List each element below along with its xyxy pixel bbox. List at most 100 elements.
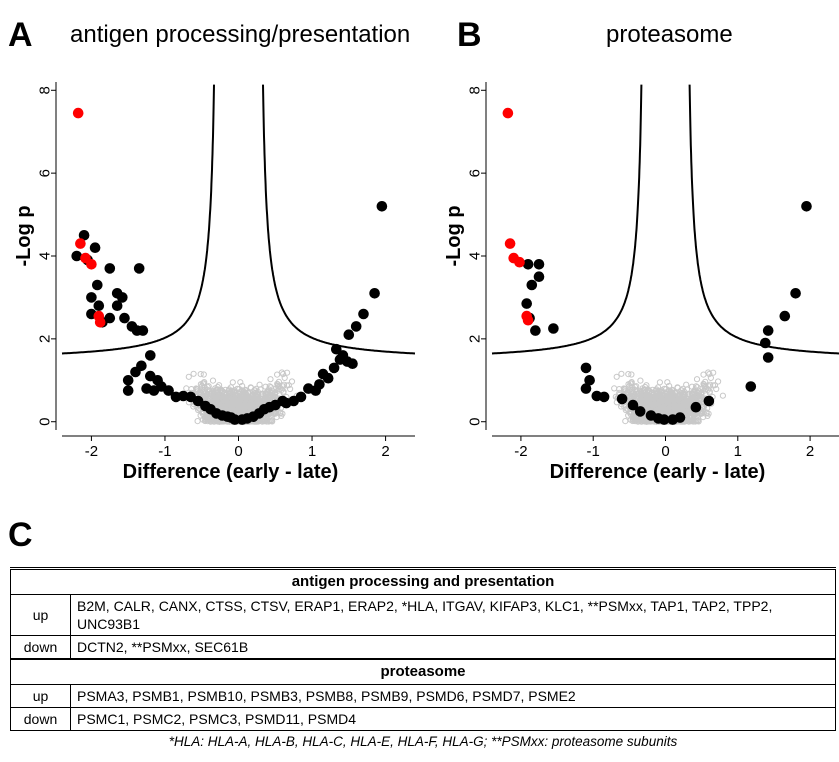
curve-right xyxy=(262,84,416,355)
background-point xyxy=(647,397,654,404)
panel-title-b: proteasome xyxy=(606,21,733,48)
background-point xyxy=(663,389,670,396)
black-point xyxy=(779,310,791,322)
background-point xyxy=(631,393,638,400)
curve-left xyxy=(491,84,643,355)
background-point xyxy=(183,385,190,392)
red-point xyxy=(72,107,84,119)
background-point xyxy=(242,386,249,393)
background-point xyxy=(626,393,633,400)
background-point xyxy=(692,395,699,402)
black-point xyxy=(760,337,771,349)
y-axis-label: -Log p xyxy=(13,205,35,266)
red-point xyxy=(514,256,525,268)
background-point xyxy=(671,397,678,404)
y-tick-label: 4 xyxy=(467,252,484,260)
x-tick-label: -1 xyxy=(158,443,171,460)
panel-letter-a: A xyxy=(8,16,33,54)
background-point xyxy=(678,387,685,394)
background-point xyxy=(658,407,665,414)
black-point xyxy=(145,370,156,382)
background-point xyxy=(276,385,283,393)
background-point xyxy=(231,407,238,414)
red-points xyxy=(502,107,534,326)
x-axis-label: Difference (early - late) xyxy=(550,461,766,483)
background-point xyxy=(626,383,633,390)
x-tick-label: 1 xyxy=(734,443,742,460)
black-point xyxy=(71,250,82,262)
background-point xyxy=(209,377,217,384)
gene-table-grid: antigen processing and presentation up B… xyxy=(10,570,836,731)
background-point xyxy=(685,390,692,397)
gene-table: antigen processing and presentation up B… xyxy=(10,567,836,749)
black-point xyxy=(645,410,657,421)
background-point xyxy=(627,380,634,387)
x-tick-label: 1 xyxy=(308,443,316,460)
background-point xyxy=(700,371,707,378)
background-point xyxy=(655,392,662,399)
curve-left xyxy=(61,84,215,355)
background-point xyxy=(655,402,662,409)
direction-label: up xyxy=(10,594,71,636)
black-point xyxy=(591,390,603,402)
x-tick-label: 0 xyxy=(661,443,669,460)
background-point xyxy=(197,371,204,378)
background-point xyxy=(288,378,296,385)
background-point xyxy=(643,382,650,389)
black-point xyxy=(703,395,715,407)
volcano-plot-b: -2 -1 0 1 2 0 2 4 6 8 Difference (early - late) -Lo… xyxy=(443,82,839,483)
background-point xyxy=(707,374,714,381)
background-point xyxy=(706,389,713,396)
background-point xyxy=(228,402,235,409)
background-point xyxy=(280,371,287,378)
section-heading: proteasome xyxy=(10,658,836,685)
black-point xyxy=(93,300,105,311)
background-point xyxy=(251,387,258,394)
background-point xyxy=(284,369,291,376)
black-point xyxy=(92,279,103,291)
black-point xyxy=(236,414,248,425)
background-point xyxy=(205,413,212,420)
black-point xyxy=(111,300,123,311)
direction-label: down xyxy=(10,635,71,660)
background-point xyxy=(251,404,258,411)
black-point xyxy=(690,401,702,413)
panel-letter-c: C xyxy=(8,516,33,554)
black-point xyxy=(745,381,757,392)
black-point xyxy=(533,271,545,282)
black-point xyxy=(119,312,130,324)
background-point xyxy=(683,400,690,407)
background-point xyxy=(702,385,709,393)
red-point xyxy=(94,317,106,328)
black-point xyxy=(141,383,152,394)
background-point xyxy=(706,371,713,378)
background-point xyxy=(190,403,197,410)
y-tick-label: 2 xyxy=(37,335,54,343)
background-point xyxy=(274,371,281,378)
black-point xyxy=(580,383,592,394)
black-point xyxy=(86,292,97,303)
background-point xyxy=(622,418,629,425)
significance-curve xyxy=(61,84,416,355)
background-point xyxy=(266,395,273,402)
background-point xyxy=(693,383,700,390)
black-point xyxy=(328,362,340,374)
black-point xyxy=(78,230,90,241)
background-point xyxy=(632,418,639,425)
background-point xyxy=(699,408,706,415)
background-point xyxy=(229,379,236,386)
black-point xyxy=(350,321,362,332)
black-point xyxy=(634,406,646,417)
black-point xyxy=(122,385,134,396)
black-point xyxy=(170,391,182,403)
section-heading-row: proteasome xyxy=(10,658,836,685)
direction-label: up xyxy=(10,684,71,708)
y-tick-label: 8 xyxy=(467,86,484,94)
background-point xyxy=(719,392,726,399)
black-point xyxy=(376,201,388,212)
x-tick-label: -1 xyxy=(587,443,600,460)
background-point xyxy=(258,390,265,397)
background-point xyxy=(245,406,252,413)
y-axis-label: -Log p xyxy=(443,205,465,266)
background-point xyxy=(237,393,244,400)
